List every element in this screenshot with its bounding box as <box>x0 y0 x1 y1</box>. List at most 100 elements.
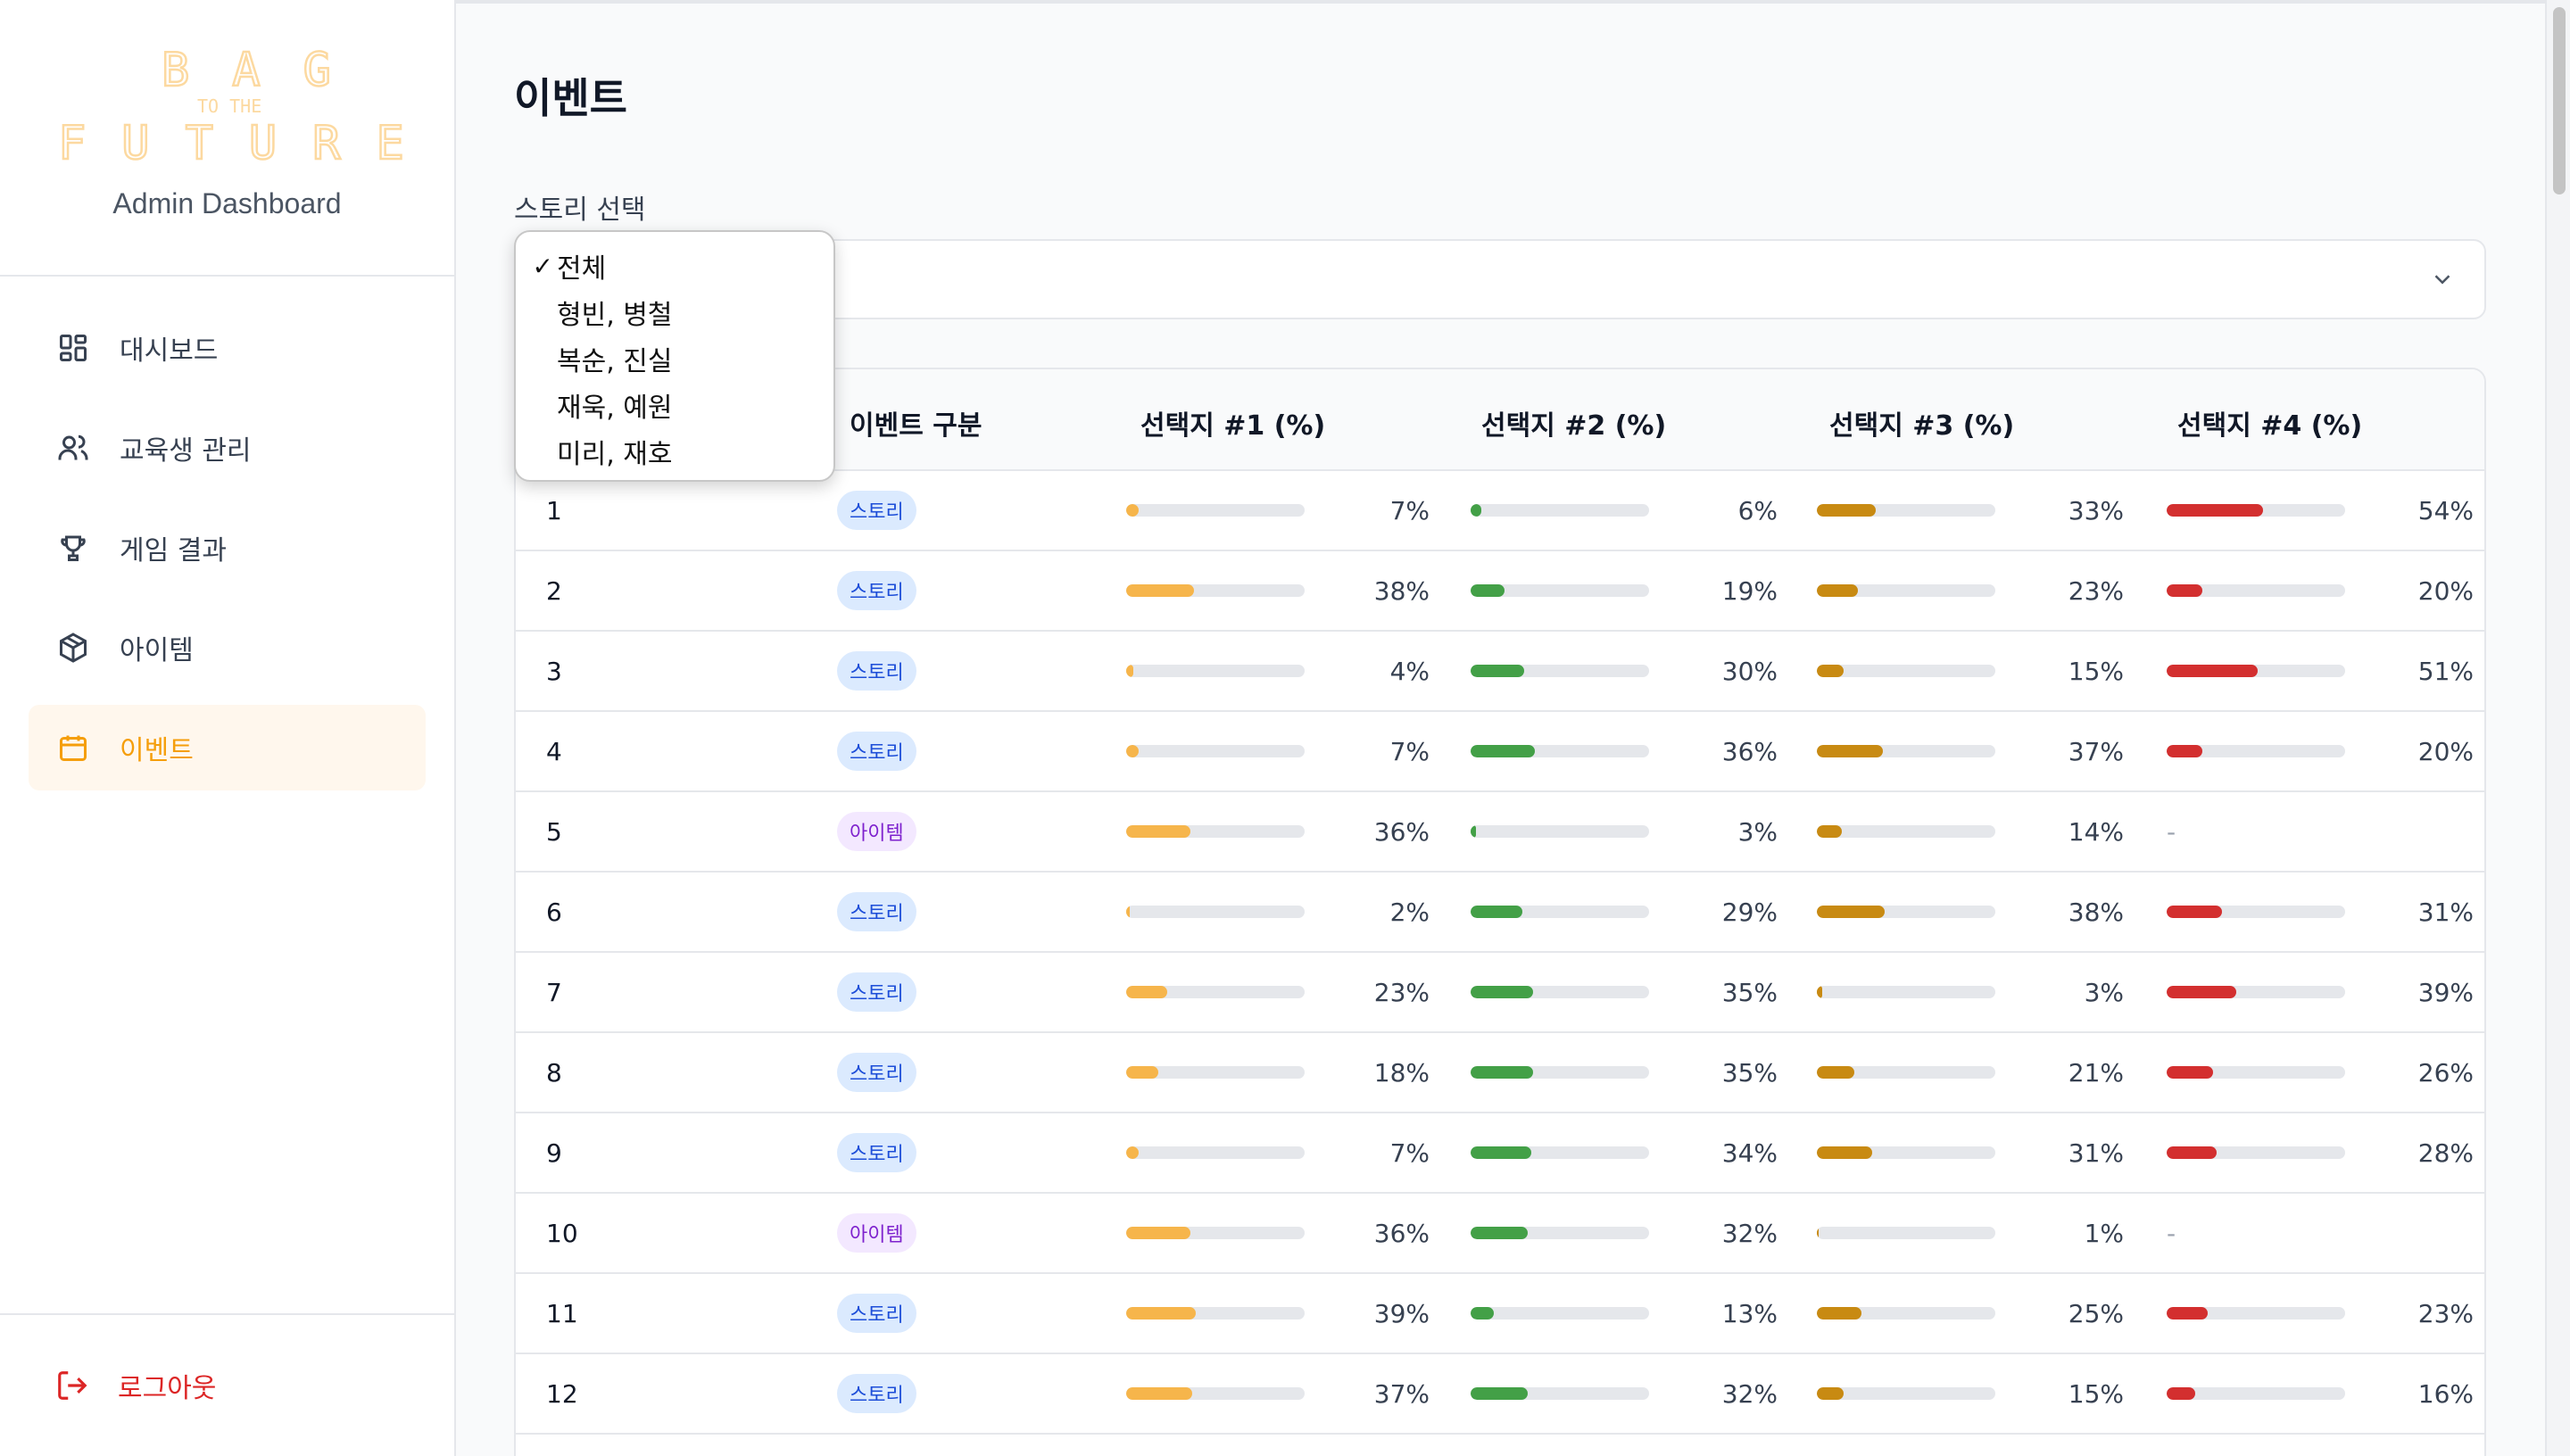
choice-4-bar-fill <box>2167 504 2263 517</box>
event-id: 5 <box>546 816 562 847</box>
choice-1-bar <box>1126 906 1305 918</box>
event-id: 7 <box>546 977 562 1007</box>
choice-2-bar-fill <box>1471 584 1505 597</box>
choice-1-bar-fill <box>1126 906 1130 918</box>
choice-2-percent: 6% <box>1737 495 1778 525</box>
choice-3-bar <box>1817 906 1995 918</box>
choice-3-bar-fill <box>1817 1227 1819 1239</box>
event-type-cell: 아이템 <box>837 1194 916 1272</box>
choice-4-bar-cell <box>2167 1354 2345 1433</box>
choice-1-bar <box>1126 1146 1305 1159</box>
choice-4-bar <box>2167 745 2345 757</box>
choice-4-percent: 20% <box>2417 736 2474 766</box>
event-type-badge: 아이템 <box>837 812 916 851</box>
story-dropdown-menu: ✓ 전체 형빈, 병철 복순, 진실 재욱, 예원 미리, 재호 <box>514 230 835 482</box>
choice-3-bar-cell <box>1817 1194 1995 1272</box>
event-id: 8 <box>546 1057 562 1088</box>
event-type-badge: 스토리 <box>837 1294 916 1333</box>
event-type-cell: 스토리 <box>837 471 916 550</box>
choice-2-percent: 34% <box>1721 1138 1778 1168</box>
logout-label: 로그아웃 <box>118 1373 217 1404</box>
choice-3-bar <box>1817 665 1995 677</box>
choice-3-bar-cell <box>1817 1274 1995 1353</box>
table-body: 1 스토리 7% 6% 33% 54% 2 스토리 38% 19% 23% 20% 3 스토리 4% 30% 1… <box>516 471 2484 1435</box>
choice-3-bar-fill <box>1817 1307 1861 1320</box>
choice-2-bar-cell <box>1471 953 1649 1031</box>
dropdown-option-label: 복순, 진실 <box>557 346 673 377</box>
choice-4-bar-fill <box>2167 986 2236 998</box>
choice-2-percent: 30% <box>1721 656 1778 686</box>
sidebar-item-items[interactable]: 아이템 <box>29 605 426 691</box>
sidebar-item-trainees[interactable]: 교육생 관리 <box>29 405 426 491</box>
choice-4-bar-cell <box>2167 953 2345 1031</box>
choice-2-bar <box>1471 665 1649 677</box>
page-title: 이벤트 <box>514 74 627 122</box>
choice-2-bar-cell <box>1471 712 1649 790</box>
dropdown-option[interactable]: 형빈, 병철 <box>516 289 833 335</box>
event-type-cell: 스토리 <box>837 632 916 710</box>
choice-1-bar-fill <box>1126 1387 1192 1400</box>
choice-2-bar-fill <box>1471 1146 1531 1159</box>
choice-3-bar <box>1817 1307 1995 1320</box>
choice-4-percent: 28% <box>2417 1138 2474 1168</box>
choice-4-bar-cell <box>2167 1274 2345 1353</box>
choice-2-bar-fill <box>1471 1066 1533 1079</box>
choice-1-percent: 37% <box>1373 1378 1430 1409</box>
table-row: 4 스토리 7% 36% 37% 20% <box>516 712 2484 792</box>
choice-3-bar-fill <box>1817 584 1858 597</box>
sidebar-item-label: 이벤트 <box>120 735 194 766</box>
choice-3-bar <box>1817 825 1995 838</box>
event-type-badge: 아이템 <box>837 1213 916 1253</box>
dropdown-option[interactable]: 재욱, 예원 <box>516 382 833 428</box>
event-type-badge: 스토리 <box>837 732 916 771</box>
event-type-cell: 스토리 <box>837 551 916 630</box>
dropdown-option[interactable]: 복순, 진실 <box>516 335 833 382</box>
table-row: 7 스토리 23% 35% 3% 39% <box>516 953 2484 1033</box>
dropdown-option[interactable]: ✓ 전체 <box>516 243 833 289</box>
scrollbar-thumb[interactable] <box>2553 7 2566 194</box>
event-id: 1 <box>546 495 562 525</box>
choice-1-bar-fill <box>1126 745 1139 757</box>
choice-4-bar-fill <box>2167 1066 2213 1079</box>
choice-1-bar <box>1126 665 1305 677</box>
event-id: 9 <box>546 1138 562 1168</box>
choice-3-bar-cell <box>1817 632 1995 710</box>
logout-button[interactable]: 로그아웃 <box>0 1313 454 1456</box>
choice-4-percent: 51% <box>2417 656 2474 686</box>
choice-4-bar <box>2167 584 2345 597</box>
choice-1-bar-fill <box>1126 1146 1139 1159</box>
sidebar-item-events[interactable]: 이벤트 <box>29 705 426 790</box>
choice-1-bar <box>1126 1227 1305 1239</box>
choice-4-bar <box>2167 906 2345 918</box>
dropdown-option[interactable]: 미리, 재호 <box>516 428 833 475</box>
event-type-cell: 아이템 <box>837 792 916 871</box>
choice-1-bar-fill <box>1126 665 1133 677</box>
choice-1-bar-fill <box>1126 504 1139 517</box>
box-icon <box>55 630 91 666</box>
sidebar-item-dashboard[interactable]: 대시보드 <box>29 305 426 391</box>
choice-2-bar-fill <box>1471 1387 1528 1400</box>
choice-4-percent: 54% <box>2417 495 2474 525</box>
event-type-badge: 스토리 <box>837 892 916 931</box>
calendar-icon <box>55 730 91 765</box>
choice-2-bar-fill <box>1471 825 1476 838</box>
choice-4-bar-fill <box>2167 665 2258 677</box>
sidebar-item-game-results[interactable]: 게임 결과 <box>29 505 426 591</box>
choice-2-bar-cell <box>1471 1354 1649 1433</box>
choice-2-percent: 35% <box>1721 1057 1778 1088</box>
choice-4-bar <box>2167 986 2345 998</box>
choice-4-percent: 39% <box>2417 977 2474 1007</box>
choice-3-percent: 3% <box>2084 977 2124 1007</box>
event-id: 3 <box>546 656 562 686</box>
check-icon: ✓ <box>532 251 553 281</box>
choice-4-bar-fill <box>2167 1307 2208 1320</box>
story-select[interactable] <box>514 239 2486 319</box>
choice-2-bar-cell <box>1471 551 1649 630</box>
page-scrollbar[interactable] <box>2545 0 2570 1456</box>
table-row: 12 스토리 37% 32% 15% 16% <box>516 1354 2484 1435</box>
chevron-down-icon <box>2434 275 2450 285</box>
choice-4-bar <box>2167 1146 2345 1159</box>
choice-3-percent: 33% <box>2068 495 2124 525</box>
event-type-badge: 스토리 <box>837 1133 916 1172</box>
choice-4-bar-cell <box>2167 632 2345 710</box>
